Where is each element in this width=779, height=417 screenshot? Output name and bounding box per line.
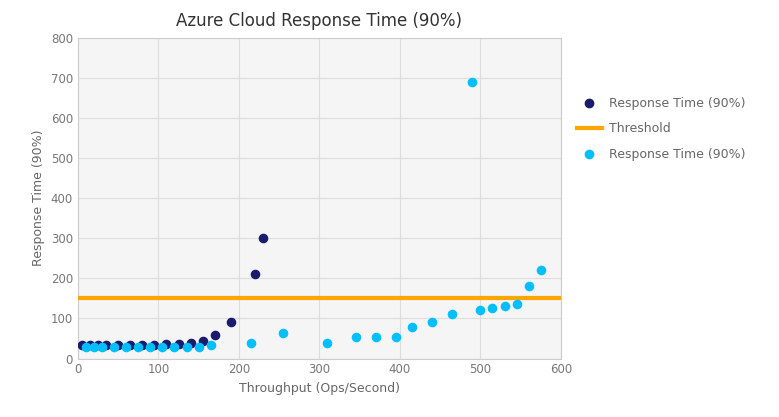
- Point: [160, 341, 173, 347]
- Point: [92, 341, 104, 348]
- Point: [406, 324, 418, 331]
- Point: [390, 333, 402, 340]
- Point: [245, 339, 257, 346]
- Point: [349, 333, 361, 340]
- Point: [76, 341, 88, 348]
- Point: [192, 343, 205, 350]
- Point: [369, 333, 382, 340]
- Point: [84, 342, 97, 349]
- Point: [510, 301, 523, 308]
- Point: [534, 267, 547, 274]
- Point: [426, 319, 439, 326]
- Point: [185, 339, 197, 346]
- Point: [112, 342, 125, 348]
- Point: [79, 343, 92, 350]
- Point: [136, 341, 149, 348]
- Point: [499, 303, 511, 310]
- Point: [132, 344, 145, 351]
- Point: [257, 235, 270, 241]
- Point: [249, 271, 261, 278]
- X-axis label: Throughput (Ops/Second): Throughput (Ops/Second): [239, 382, 400, 395]
- Point: [523, 283, 535, 290]
- Point: [96, 344, 108, 350]
- Point: [100, 342, 112, 349]
- Point: [108, 343, 120, 350]
- Point: [196, 337, 209, 344]
- Point: [204, 341, 217, 348]
- Point: [168, 343, 181, 350]
- Legend: Response Time (90%), Threshold, Response Time (90%): Response Time (90%), Threshold, Response…: [572, 92, 751, 166]
- Y-axis label: Response Time (90%): Response Time (90%): [32, 130, 45, 266]
- Point: [120, 344, 132, 350]
- Title: Azure Cloud Response Time (90%): Azure Cloud Response Time (90%): [176, 13, 463, 30]
- Point: [474, 307, 487, 314]
- Point: [156, 344, 168, 350]
- Point: [446, 311, 458, 318]
- Point: [172, 340, 185, 347]
- Point: [486, 305, 499, 312]
- Point: [321, 339, 333, 346]
- Point: [224, 318, 237, 325]
- Point: [180, 344, 193, 350]
- Point: [277, 329, 290, 336]
- Point: [209, 331, 221, 338]
- Point: [88, 344, 100, 351]
- Point: [466, 78, 478, 85]
- Point: [144, 343, 157, 350]
- Point: [148, 341, 160, 348]
- Point: [124, 342, 136, 348]
